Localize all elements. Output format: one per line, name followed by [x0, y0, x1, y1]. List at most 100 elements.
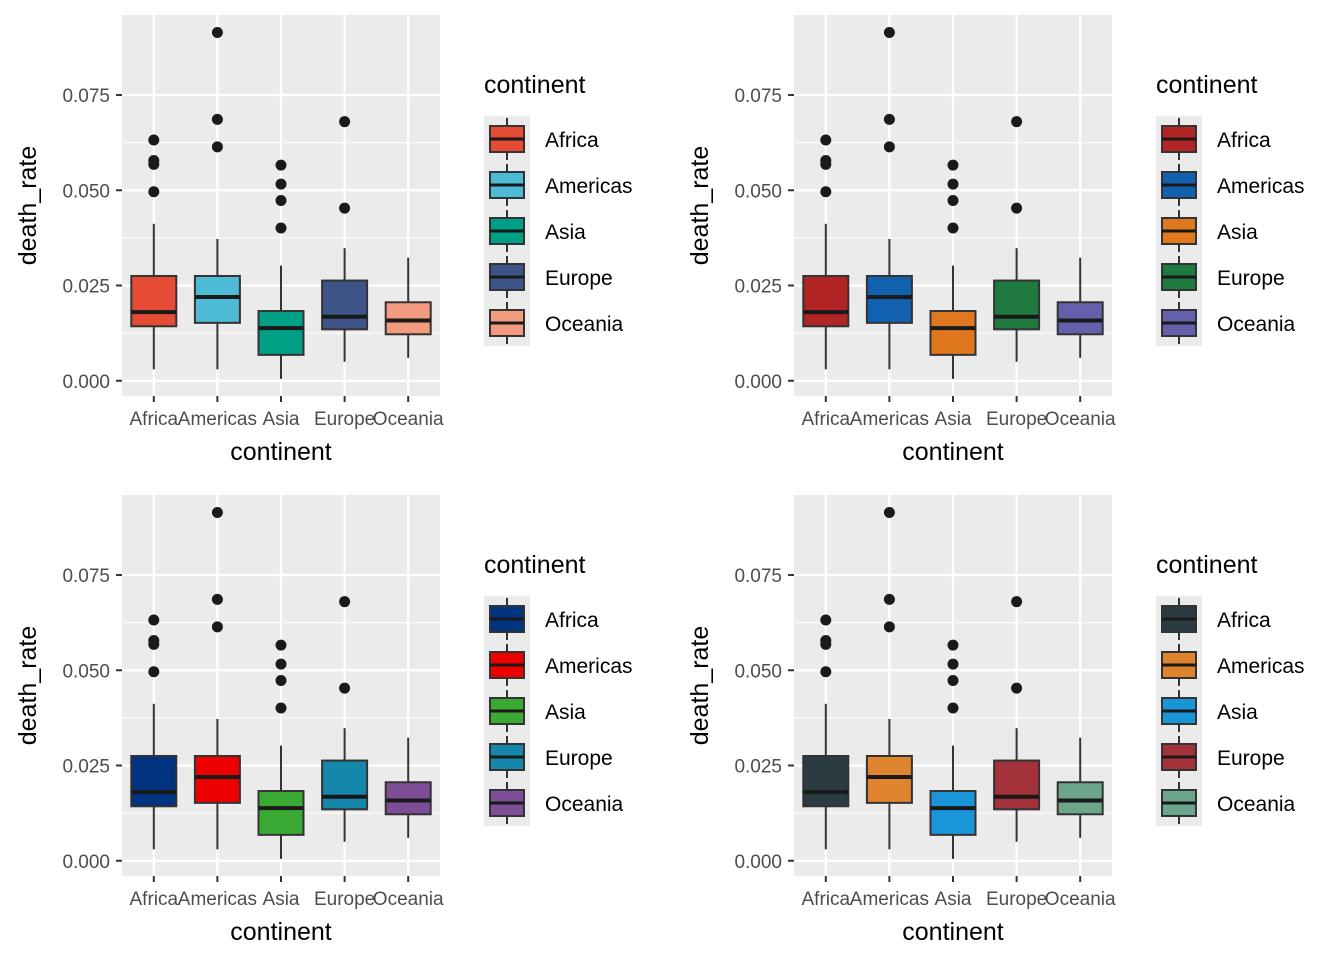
outlier-point — [947, 195, 959, 207]
box-body — [802, 274, 850, 328]
box-body — [193, 274, 241, 324]
x-tick-label: Africa — [130, 889, 179, 910]
legend-item-oceania: Oceania — [1161, 302, 1296, 344]
outlier-point — [275, 702, 287, 714]
box-europe — [321, 116, 369, 362]
legend-label: Asia — [545, 221, 586, 244]
x-axis-title: continent — [902, 438, 1004, 466]
box-americas — [865, 27, 913, 370]
y-axis-title: death_rate — [686, 626, 714, 746]
outlier-point — [820, 614, 832, 626]
legend-item-asia: Asia — [489, 690, 586, 732]
x-tick-label: Asia — [263, 409, 300, 430]
outlier-point — [275, 222, 287, 234]
y-tick-label: 0.050 — [734, 181, 782, 202]
legend-item-africa: Africa — [489, 118, 599, 160]
box-europe — [993, 596, 1041, 842]
box-body — [321, 759, 369, 811]
legend-label: Asia — [1217, 701, 1258, 724]
outlier-point — [211, 621, 223, 633]
outlier-point — [148, 635, 160, 647]
outlier-point — [275, 639, 287, 651]
outlier-point — [211, 27, 223, 39]
outlier-point — [947, 658, 959, 670]
legend-item-oceania: Oceania — [489, 302, 624, 344]
box-asia — [929, 639, 977, 859]
legend-label: Europe — [545, 747, 613, 770]
legend-title: continent — [484, 551, 586, 579]
box-body — [130, 274, 178, 328]
box-body — [993, 279, 1041, 331]
box-body — [929, 310, 977, 356]
box-body — [130, 754, 178, 808]
legend-item-africa: Africa — [489, 598, 599, 640]
x-tick-label: Americas — [178, 409, 257, 430]
x-tick-label: Africa — [802, 409, 851, 430]
outlier-point — [275, 658, 287, 670]
box-africa — [130, 614, 178, 850]
legend-item-europe: Europe — [1161, 256, 1285, 298]
box-africa — [802, 614, 850, 850]
x-axis-title: continent — [230, 918, 332, 946]
y-tick-label: 0.000 — [62, 372, 110, 393]
outlier-point — [1011, 596, 1023, 608]
outlier-point — [883, 27, 895, 39]
legend-label: Europe — [545, 267, 613, 290]
x-tick-label: Africa — [802, 889, 851, 910]
box-oceania — [384, 257, 432, 358]
box-europe — [321, 596, 369, 842]
outlier-point — [148, 666, 160, 678]
box-oceania — [384, 737, 432, 838]
legend-label: Africa — [545, 129, 599, 152]
box-americas — [193, 507, 241, 850]
legend-item-americas: Americas — [489, 644, 633, 686]
y-tick-label: 0.050 — [62, 661, 110, 682]
x-tick-label: Europe — [314, 409, 375, 430]
outlier-point — [339, 116, 351, 128]
legend-item-oceania: Oceania — [489, 782, 624, 824]
legend-title: continent — [1156, 71, 1258, 99]
outlier-point — [275, 159, 287, 171]
outlier-point — [883, 141, 895, 153]
outlier-point — [211, 593, 223, 605]
y-tick-label: 0.025 — [734, 757, 782, 778]
y-axis-title: death_rate — [14, 146, 42, 266]
outlier-point — [1011, 202, 1023, 214]
box-asia — [257, 159, 305, 379]
outlier-point — [883, 593, 895, 605]
legend-title: continent — [484, 71, 586, 99]
box-asia — [929, 159, 977, 379]
box-body — [193, 754, 241, 804]
box-body — [993, 759, 1041, 811]
outlier-point — [947, 639, 959, 651]
y-tick-label: 0.025 — [62, 757, 110, 778]
box-body — [1056, 781, 1104, 816]
outlier-point — [820, 635, 832, 647]
outlier-point — [1011, 116, 1023, 128]
x-tick-label: Africa — [130, 409, 179, 430]
legend-label: Africa — [1217, 129, 1271, 152]
x-tick-label: Americas — [850, 409, 929, 430]
outlier-point — [339, 202, 351, 214]
box-body — [257, 790, 305, 836]
legend-label: Asia — [1217, 221, 1258, 244]
outlier-point — [148, 155, 160, 167]
outlier-point — [947, 178, 959, 190]
box-body — [865, 274, 913, 324]
legend-label: Europe — [1217, 267, 1285, 290]
box-body — [929, 790, 977, 836]
y-tick-label: 0.075 — [734, 566, 782, 587]
x-tick-label: Europe — [986, 409, 1047, 430]
outlier-point — [883, 621, 895, 633]
legend-item-europe: Europe — [489, 736, 613, 778]
outlier-point — [1011, 682, 1023, 694]
legend-item-europe: Europe — [1161, 736, 1285, 778]
outlier-point — [148, 614, 160, 626]
y-tick-label: 0.075 — [734, 86, 782, 107]
outlier-point — [275, 675, 287, 687]
y-tick-label: 0.050 — [734, 661, 782, 682]
legend-item-asia: Asia — [1161, 690, 1258, 732]
